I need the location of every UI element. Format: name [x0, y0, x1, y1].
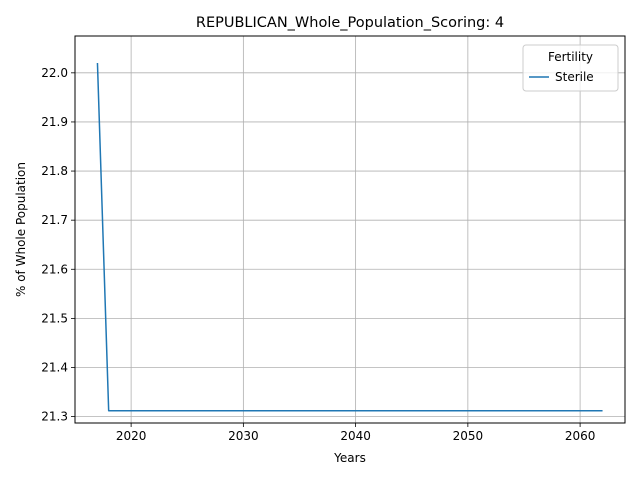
x-axis-label: Years — [333, 451, 366, 465]
x-tick-label: 2060 — [565, 429, 596, 443]
legend-label: Sterile — [555, 70, 594, 84]
grid — [75, 36, 625, 423]
legend-items: Sterile — [529, 70, 594, 84]
y-tick-label: 21.7 — [41, 213, 68, 227]
plot-frame — [74, 35, 626, 424]
y-tick-label: 21.5 — [41, 311, 68, 325]
y-tick-label: 21.8 — [41, 164, 68, 178]
y-axis: 21.3 21.4 21.5 21.6 21.7 21.8 21.9 22.0 — [41, 66, 75, 424]
y-tick-label: 21.6 — [41, 262, 68, 276]
x-tick-label: 2040 — [340, 429, 371, 443]
x-tick-label: 2020 — [116, 429, 147, 443]
series-layer — [96, 62, 603, 412]
chart-title: REPUBLICAN_Whole_Population_Scoring: 4 — [196, 15, 504, 31]
y-tick-label: 21.9 — [41, 115, 68, 129]
legend: Fertility Sterile — [522, 44, 619, 92]
x-axis: 2020 2030 2040 2050 2060 — [116, 423, 596, 443]
series-line-sterile — [96, 62, 603, 412]
y-tick-label: 21.4 — [41, 361, 68, 375]
y-tick-label: 21.3 — [41, 410, 68, 424]
legend-title: Fertility — [548, 50, 593, 64]
y-tick-label: 22.0 — [41, 66, 68, 80]
legend-box — [522, 44, 619, 92]
x-tick-label: 2030 — [228, 429, 259, 443]
y-axis-label: % of Whole Population — [14, 162, 28, 297]
x-tick-label: 2050 — [453, 429, 484, 443]
